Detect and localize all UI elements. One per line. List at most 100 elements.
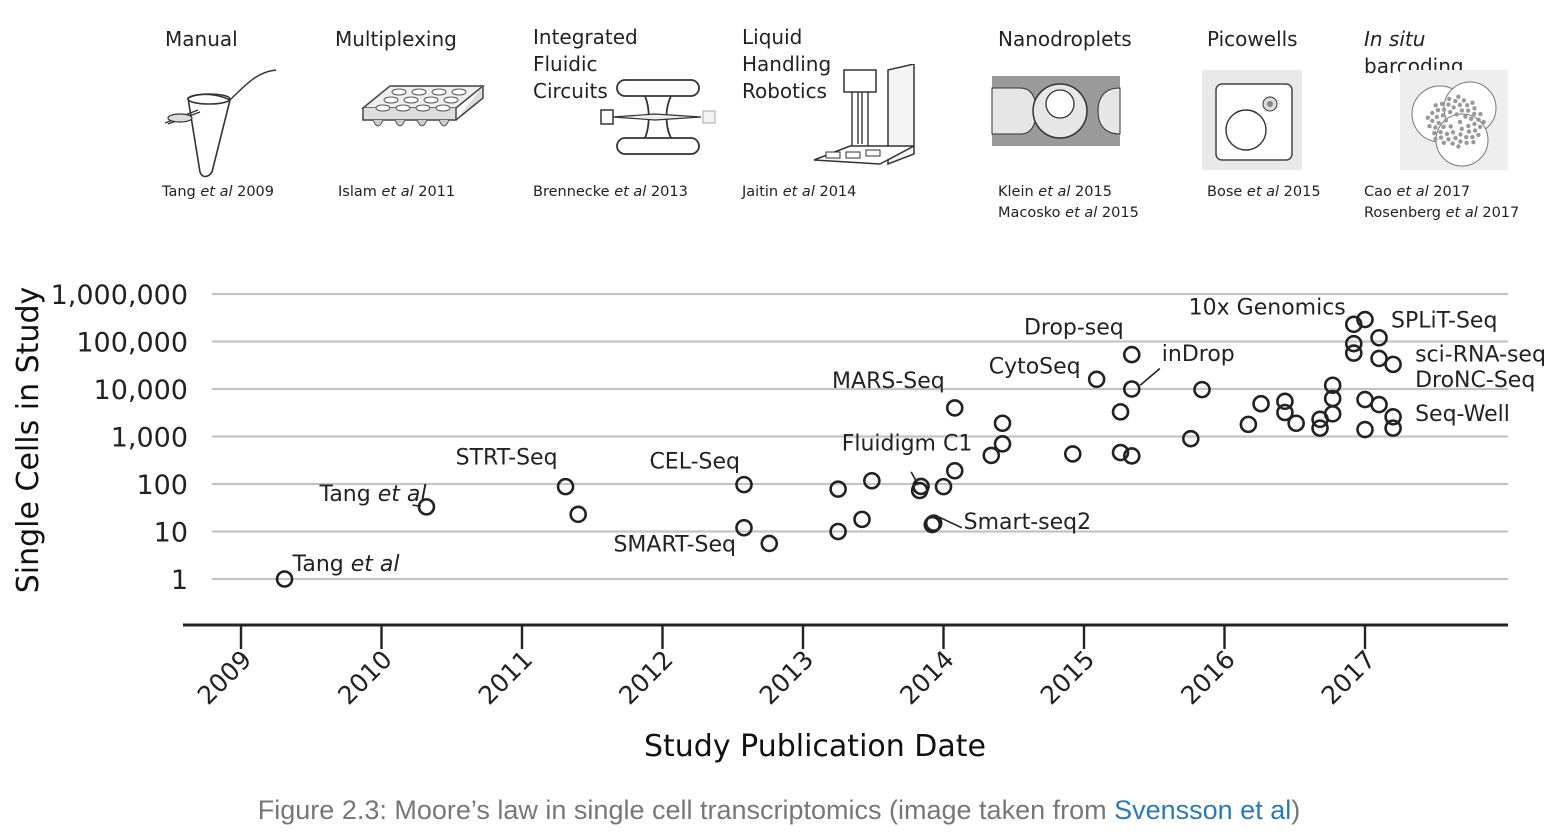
data-point [863, 471, 881, 490]
technology-name: Nanodroplets [998, 27, 1132, 51]
technology-refs: Cao et al 2017 Rosenberg et al 2017 [1364, 182, 1519, 224]
data-point [993, 414, 1012, 433]
data-point [1323, 376, 1342, 395]
data-point [1087, 370, 1106, 389]
data-point [1122, 447, 1141, 465]
droplet-icon [991, 76, 1121, 146]
reference: Jaitin et al 2014 [742, 184, 857, 200]
picowell-icon [1202, 70, 1302, 170]
reference: Brennecke et al 2013 [533, 184, 688, 200]
data-point [1111, 403, 1130, 421]
point-label: SMART-Seq [613, 533, 736, 558]
technology-refs: Klein et al 2015 Macosko et al 2015 [998, 182, 1139, 224]
data-point [569, 505, 588, 524]
technology-name: Liquid Handling Robotics [742, 25, 832, 103]
point-label: Tang et al [319, 482, 427, 507]
point-label: Smart-seq2 [964, 510, 1091, 535]
technology-refs: Jaitin et al 2014 [742, 182, 856, 203]
data-point [1287, 414, 1305, 433]
y-tick-label: 100,000 [76, 328, 188, 359]
data-point [1193, 380, 1211, 399]
fluidic-circuit-icon [600, 79, 716, 155]
point-label: 10x Genomics [1189, 295, 1346, 320]
reference: Klein et al 2015 [998, 184, 1112, 200]
point-label: DroNC-Seq [1415, 368, 1535, 393]
point-label: SPLiT-Seq [1391, 309, 1497, 334]
reference: Cao et al 2017 [1364, 184, 1471, 200]
x-tick-label: 2013 [754, 645, 819, 710]
data-point [1344, 344, 1363, 362]
data-point [853, 510, 871, 529]
y-tick-label: 1,000,000 [51, 280, 188, 311]
data-point [1323, 405, 1342, 423]
data-point [1063, 445, 1082, 463]
data-point [417, 498, 436, 516]
data-point [1370, 395, 1388, 414]
x-axis-title: Study Publication Date [644, 729, 986, 764]
data-point [1384, 419, 1402, 437]
data-point [1311, 419, 1329, 437]
x-tick-label: 2010 [332, 645, 397, 710]
data-point [556, 477, 575, 496]
x-tick-label: 2015 [1035, 645, 1100, 710]
point-label: sci-RNA-seq [1415, 342, 1546, 367]
data-point [1384, 355, 1402, 374]
data-point [945, 461, 964, 480]
x-tick-label: 2009 [192, 645, 257, 710]
well-plate-icon [360, 85, 486, 127]
y-tick-label: 1,000 [111, 423, 188, 454]
data-point [1239, 415, 1258, 434]
reference: Macosko et al 2015 [998, 205, 1139, 221]
data-point [945, 399, 964, 417]
data-point [1276, 403, 1294, 422]
leader-line [1139, 367, 1161, 386]
data-point [1122, 380, 1141, 398]
data-point [924, 514, 943, 532]
reference: Rosenberg et al 2017 [1364, 205, 1520, 221]
technology-refs: Islam et al 2011 [338, 182, 455, 203]
caption-link[interactable]: Svensson et al [1114, 795, 1292, 825]
data-point [1122, 345, 1141, 364]
data-point [1344, 315, 1363, 334]
data-point [1276, 392, 1294, 411]
technology-name: Manual [165, 27, 238, 51]
x-tick-label: 2014 [894, 645, 959, 710]
data-point [760, 534, 779, 553]
point-label: Seq-Well [1415, 402, 1510, 427]
data-point [1181, 429, 1200, 448]
robot-icon [813, 64, 915, 166]
data-point [1252, 394, 1270, 413]
reference: Islam et al 2011 [338, 184, 456, 200]
technology-refs: Brennecke et al 2013 [533, 182, 688, 203]
figure-caption: Figure 2.3: Moore’s law in single cell t… [0, 795, 1558, 826]
y-tick-label: 1 [171, 565, 188, 596]
technology-strip: Manual Tang et al 2009 Multiplexing Islam e… [0, 0, 1558, 235]
data-point [1323, 389, 1342, 408]
barcoding-icon [1400, 70, 1508, 170]
point-label: MARS-Seq [832, 369, 945, 394]
technology-name: Picowells [1207, 27, 1298, 51]
point-label: Drop-seq [1024, 316, 1124, 341]
data-point [735, 475, 753, 494]
data-point [982, 446, 1001, 465]
data-point [1356, 310, 1374, 329]
data-point [1111, 443, 1130, 462]
leader-line [938, 516, 963, 529]
point-label: Fluidigm C1 [842, 431, 973, 456]
data-point [912, 477, 930, 496]
data-point [1356, 420, 1374, 439]
data-point [1370, 328, 1388, 347]
y-tick-label: 10 [154, 518, 188, 549]
tube-icon [164, 69, 277, 178]
point-label: CytoSeq [989, 354, 1081, 379]
data-point [275, 570, 294, 588]
data-point [1356, 390, 1374, 409]
technology-refs: Tang et al 2009 [162, 182, 274, 203]
technology-refs: Bose et al 2015 [1207, 182, 1321, 203]
point-label: Tang et al [292, 552, 400, 577]
data-point [993, 435, 1012, 453]
x-tick-label: 2011 [473, 645, 538, 710]
x-tick-label: 2016 [1175, 645, 1240, 710]
data-point [829, 480, 847, 498]
x-tick-label: 2012 [613, 645, 678, 710]
